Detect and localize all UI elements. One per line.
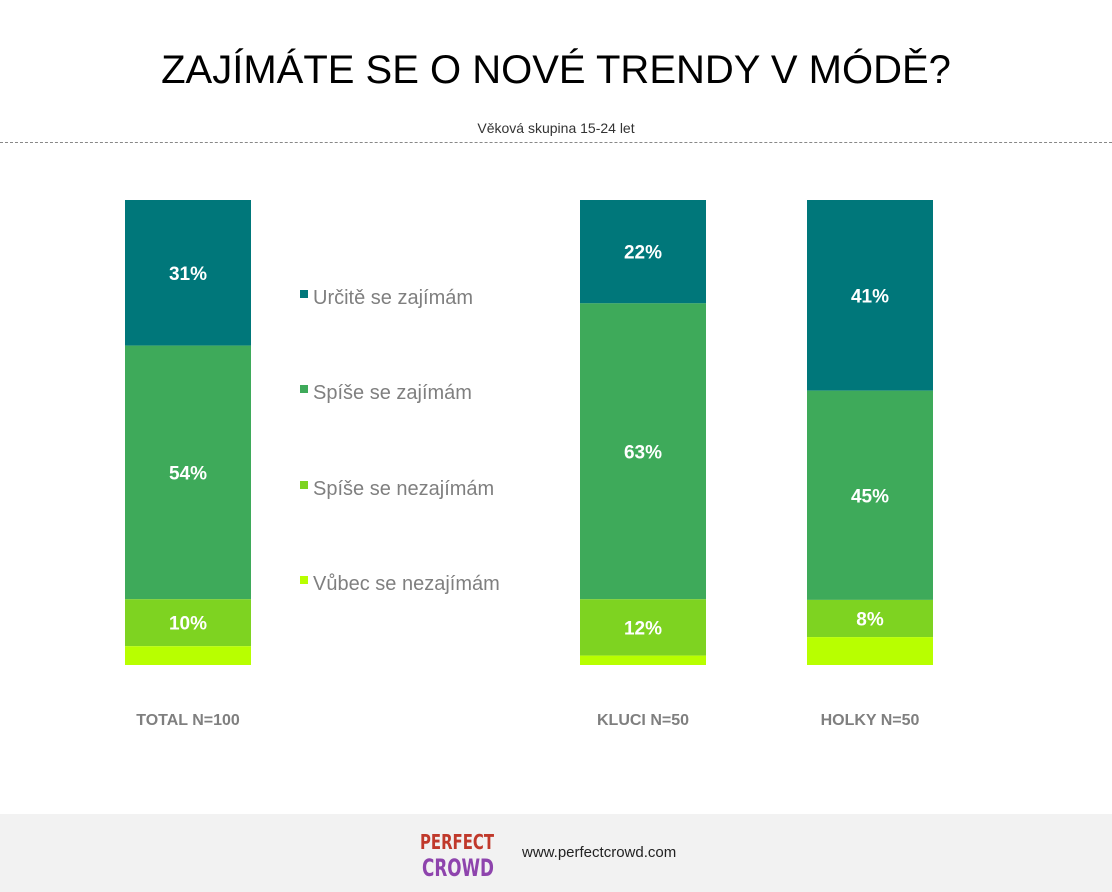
data-label: 22%	[624, 243, 662, 264]
dashed-divider	[0, 142, 1112, 143]
bar-segment	[807, 637, 933, 665]
data-label: 10%	[169, 614, 207, 635]
bar-segment	[125, 345, 251, 600]
legend-swatch	[300, 481, 308, 489]
legend-swatch	[300, 576, 308, 584]
data-label: 8%	[856, 610, 884, 631]
data-label: 31%	[169, 264, 207, 285]
bar-segment	[580, 655, 706, 665]
legend-swatch	[300, 385, 308, 393]
logo-text-line2: CROWD	[422, 854, 494, 880]
bar-segment	[125, 646, 251, 665]
perfect-crowd-logo: PERFECT CROWD	[420, 830, 494, 880]
category-label: KLUCI N=50	[597, 712, 689, 729]
bar-segment	[807, 599, 933, 638]
legend-label: Vůbec se nezajímám	[313, 573, 500, 595]
bar-segment	[807, 200, 933, 391]
data-label: 54%	[169, 463, 207, 484]
logo-text-line1: PERFECT	[420, 830, 494, 854]
category-label: HOLKY N=50	[821, 712, 920, 729]
data-label: 45%	[851, 486, 889, 507]
chart-subtitle: Věková skupina 15-24 let	[477, 120, 635, 136]
bar-segment	[807, 390, 933, 600]
data-label: 63%	[624, 442, 662, 463]
bar-segment	[580, 200, 706, 304]
bar-segment	[125, 200, 251, 346]
category-label: TOTAL N=100	[136, 712, 240, 729]
bar-segment	[125, 599, 251, 647]
data-label: 41%	[851, 286, 889, 307]
data-label: 12%	[624, 618, 662, 639]
legend-swatch	[300, 290, 308, 298]
bar-segment	[580, 303, 706, 600]
footer: PERFECT CROWD www.perfectcrowd.com	[0, 814, 1112, 892]
website-link[interactable]: www.perfectcrowd.com	[522, 844, 677, 861]
legend-label: Určitě se zajímám	[313, 287, 473, 309]
bar-segment	[580, 599, 706, 656]
legend-label: Spíše se zajímám	[313, 382, 472, 404]
chart-title: ZAJÍMÁTE SE O NOVÉ TRENDY V MÓDĚ?	[161, 48, 951, 92]
legend-label: Spíše se nezajímám	[313, 478, 494, 500]
stacked-bar-chart: 31% 54% 10% TOTAL N=100 22% 63% 12% KLUCI N=50 4…	[125, 200, 933, 729]
